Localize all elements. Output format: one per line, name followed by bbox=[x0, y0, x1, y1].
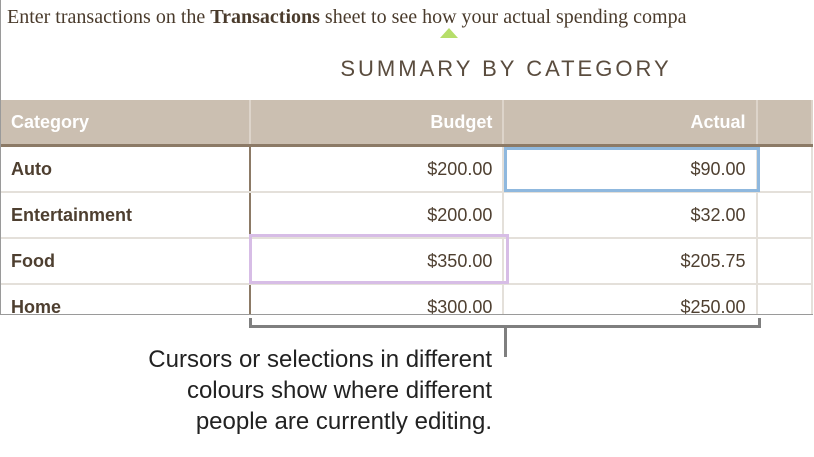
cell-actual[interactable]: $205.75 bbox=[503, 238, 758, 285]
callout-line bbox=[504, 327, 507, 357]
callout-caption: Cursors or selections in different colou… bbox=[148, 344, 492, 437]
collaborator-cursor-icon bbox=[440, 28, 458, 38]
cell-category[interactable]: Food bbox=[1, 238, 252, 285]
caption-line: colours show where different bbox=[186, 377, 492, 404]
cell-actual[interactable]: $250.00 bbox=[503, 284, 758, 314]
cell-category[interactable]: Auto bbox=[1, 145, 252, 193]
cell-actual[interactable]: $32.00 bbox=[503, 192, 758, 239]
collaborator-selection-purple bbox=[249, 234, 509, 284]
header-actual[interactable]: Actual bbox=[503, 100, 758, 147]
intro-text: Enter transactions on the Transactions s… bbox=[7, 6, 686, 29]
cell-empty[interactable] bbox=[756, 238, 813, 285]
cell-budget[interactable]: $200.00 bbox=[250, 145, 505, 193]
callout-bracket bbox=[249, 318, 761, 328]
cell-category[interactable]: Home bbox=[1, 284, 252, 314]
collaborator-selection-blue bbox=[504, 147, 760, 192]
header-empty[interactable] bbox=[756, 100, 813, 147]
caption-line: Cursors or selections in different bbox=[148, 346, 492, 373]
cell-empty[interactable] bbox=[756, 192, 813, 239]
table-row: Entertainment $200.00 $32.00 bbox=[1, 192, 813, 239]
header-budget[interactable]: Budget bbox=[250, 100, 505, 147]
table-row: Auto $200.00 $90.00 bbox=[1, 145, 813, 193]
intro-after: sheet to see how your actual spending co… bbox=[319, 6, 687, 28]
table-row: Home $300.00 $250.00 bbox=[1, 284, 813, 314]
cell-category[interactable]: Entertainment bbox=[1, 192, 252, 239]
cell-budget[interactable]: $200.00 bbox=[250, 192, 505, 239]
caption-line: people are currently editing. bbox=[195, 408, 492, 435]
header-category[interactable]: Category bbox=[1, 100, 252, 147]
cell-empty[interactable] bbox=[756, 145, 813, 193]
summary-table: Category Budget Actual Auto $200.00 $90.… bbox=[1, 100, 813, 314]
cell-empty[interactable] bbox=[756, 284, 813, 314]
spreadsheet-screenshot: Enter transactions on the Transactions s… bbox=[0, 0, 813, 315]
cell-actual[interactable]: $90.00 bbox=[503, 145, 758, 193]
intro-before: Enter transactions on the bbox=[7, 6, 211, 28]
table-title: SUMMARY BY CATEGORY bbox=[340, 56, 672, 81]
header-row: Category Budget Actual bbox=[1, 100, 813, 147]
cell-budget[interactable]: $300.00 bbox=[250, 284, 505, 314]
intro-sheet-name: Transactions bbox=[210, 6, 320, 28]
